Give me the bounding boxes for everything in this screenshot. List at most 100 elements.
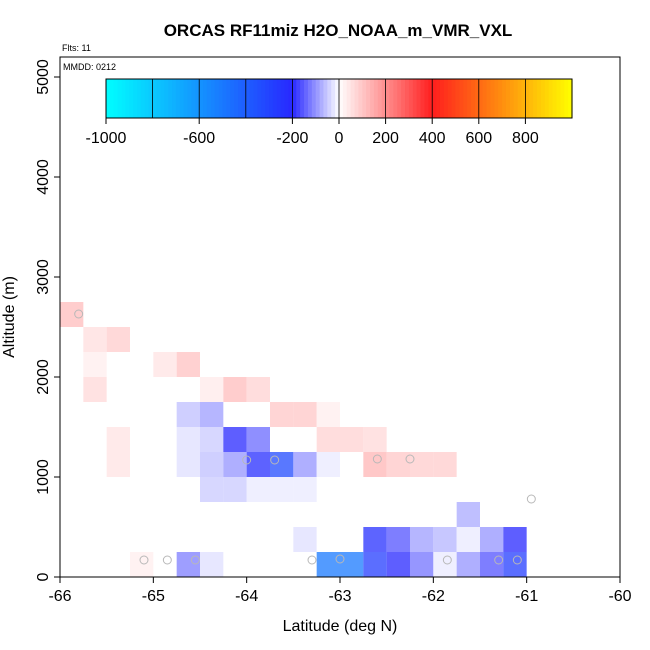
x-tick-label: -62 — [422, 588, 445, 605]
heatmap-cell — [386, 452, 410, 477]
heatmap-cell — [83, 377, 107, 402]
heatmap-cell — [246, 477, 270, 502]
colorbar-segment — [160, 79, 165, 118]
colorbar-segment — [416, 79, 422, 118]
colorbar-segment — [439, 79, 445, 118]
heatmap-cell — [340, 427, 364, 452]
colorbar-segment — [366, 79, 371, 118]
colorbar-segment — [533, 79, 538, 118]
colorbar-segment — [517, 79, 523, 118]
colorbar-segment — [117, 79, 123, 118]
sample-point — [242, 455, 252, 465]
heatmap-cell — [270, 402, 294, 427]
heatmap-cell — [153, 352, 177, 377]
colorbar-segment — [389, 79, 394, 118]
colorbar-segment — [455, 79, 460, 118]
x-tick-label: -66 — [48, 588, 71, 605]
heatmap-cell — [293, 527, 317, 552]
heatmap-cell — [293, 452, 317, 477]
heatmap-cell — [386, 552, 410, 577]
heatmap-cell — [293, 402, 317, 427]
heatmap-cell — [200, 427, 224, 452]
sample-point — [405, 454, 415, 464]
colorbar-segment — [249, 79, 255, 118]
colorbar-segment — [137, 79, 142, 118]
colorbar-segment — [253, 79, 259, 118]
sample-point — [190, 555, 200, 565]
colorbar-segment — [125, 79, 130, 118]
colorbar-segment — [269, 79, 274, 118]
colorbar-segment — [373, 79, 379, 118]
heatmap-cell — [386, 527, 410, 552]
y-tick-label: 4000 — [35, 159, 52, 195]
heatmap-cell — [503, 527, 527, 552]
x-tick-label: -63 — [328, 588, 351, 605]
colorbar-segment — [148, 79, 154, 118]
colorbar-segment — [140, 79, 146, 118]
colorbar-segment — [463, 79, 468, 118]
colorbar-segment — [272, 79, 278, 118]
heatmap-cell — [480, 527, 504, 552]
colorbar-segment — [331, 79, 336, 118]
sample-point — [74, 309, 84, 319]
colorbar-segment — [288, 79, 293, 118]
colorbar-segment — [261, 79, 266, 118]
colorbar-tick-label: -200 — [276, 130, 308, 147]
colorbar-segment — [408, 79, 414, 118]
colorbar-segment — [420, 79, 426, 118]
heatmap-cell — [316, 427, 340, 452]
colorbar-segment — [319, 79, 325, 118]
colorbar-segment — [405, 79, 410, 118]
colorbar-segment — [342, 79, 348, 118]
colorbar-segment — [490, 79, 495, 118]
y-axis: 0 1000 2000 3000 4000 5000 — [35, 59, 60, 581]
colorbar-segment — [544, 79, 550, 118]
colorbar-tick-label: -600 — [183, 130, 215, 147]
colorbar-segment — [513, 79, 519, 118]
colorbar-segment — [238, 79, 243, 118]
heatmap-cell — [176, 402, 200, 427]
colorbar-segment — [482, 79, 488, 118]
heatmap-cell — [316, 552, 340, 577]
colorbar-segment — [164, 79, 169, 118]
colorbar-segment — [199, 79, 204, 118]
sample-point — [270, 455, 280, 465]
colorbar-segment — [564, 79, 569, 118]
sample-point — [139, 555, 149, 565]
colorbar-segment — [245, 79, 251, 118]
heatmap-cell — [83, 352, 107, 377]
colorbar-segment — [432, 79, 437, 118]
chart-title: ORCAS RF11miz H2O_NOAA_m_VMR_VXL — [164, 21, 513, 40]
heatmap-cell — [340, 552, 364, 577]
colorbar-segment — [529, 79, 534, 118]
colorbar-segment — [540, 79, 546, 118]
colorbar-tick-label: 400 — [419, 130, 446, 147]
colorbar-segment — [106, 79, 111, 118]
colorbar-segment — [222, 79, 227, 118]
x-axis-label: Latitude (deg N) — [283, 618, 398, 635]
colorbar: -1000 -600 -200 0 200 400 600 800 — [86, 78, 573, 147]
colorbar-segment — [548, 79, 554, 118]
colorbar-segment — [556, 79, 561, 118]
colorbar-segment — [397, 79, 402, 118]
colorbar-segment — [226, 79, 231, 118]
heatmap-cell — [200, 552, 224, 577]
colorbar-segment — [568, 79, 573, 118]
colorbar-segment — [129, 79, 134, 118]
colorbar-segment — [335, 79, 340, 118]
colorbar-segment — [121, 79, 127, 118]
colorbar-segment — [323, 79, 328, 118]
heatmap-cell — [410, 452, 434, 477]
heatmap-cell — [503, 552, 527, 577]
colorbar-segment — [451, 79, 457, 118]
colorbar-segment — [381, 79, 387, 118]
sample-point — [307, 555, 317, 565]
colorbar-segment — [486, 79, 492, 118]
heatmap-cell — [456, 502, 480, 527]
y-tick-label: 5000 — [35, 59, 52, 95]
colorbar-segment — [210, 79, 216, 118]
heatmap-cell — [433, 527, 457, 552]
colorbar-segment — [552, 79, 558, 118]
x-axis: -66 -65 -64 -63 -62 -61 -60 — [48, 577, 632, 605]
x-tick-label: -64 — [235, 588, 258, 605]
